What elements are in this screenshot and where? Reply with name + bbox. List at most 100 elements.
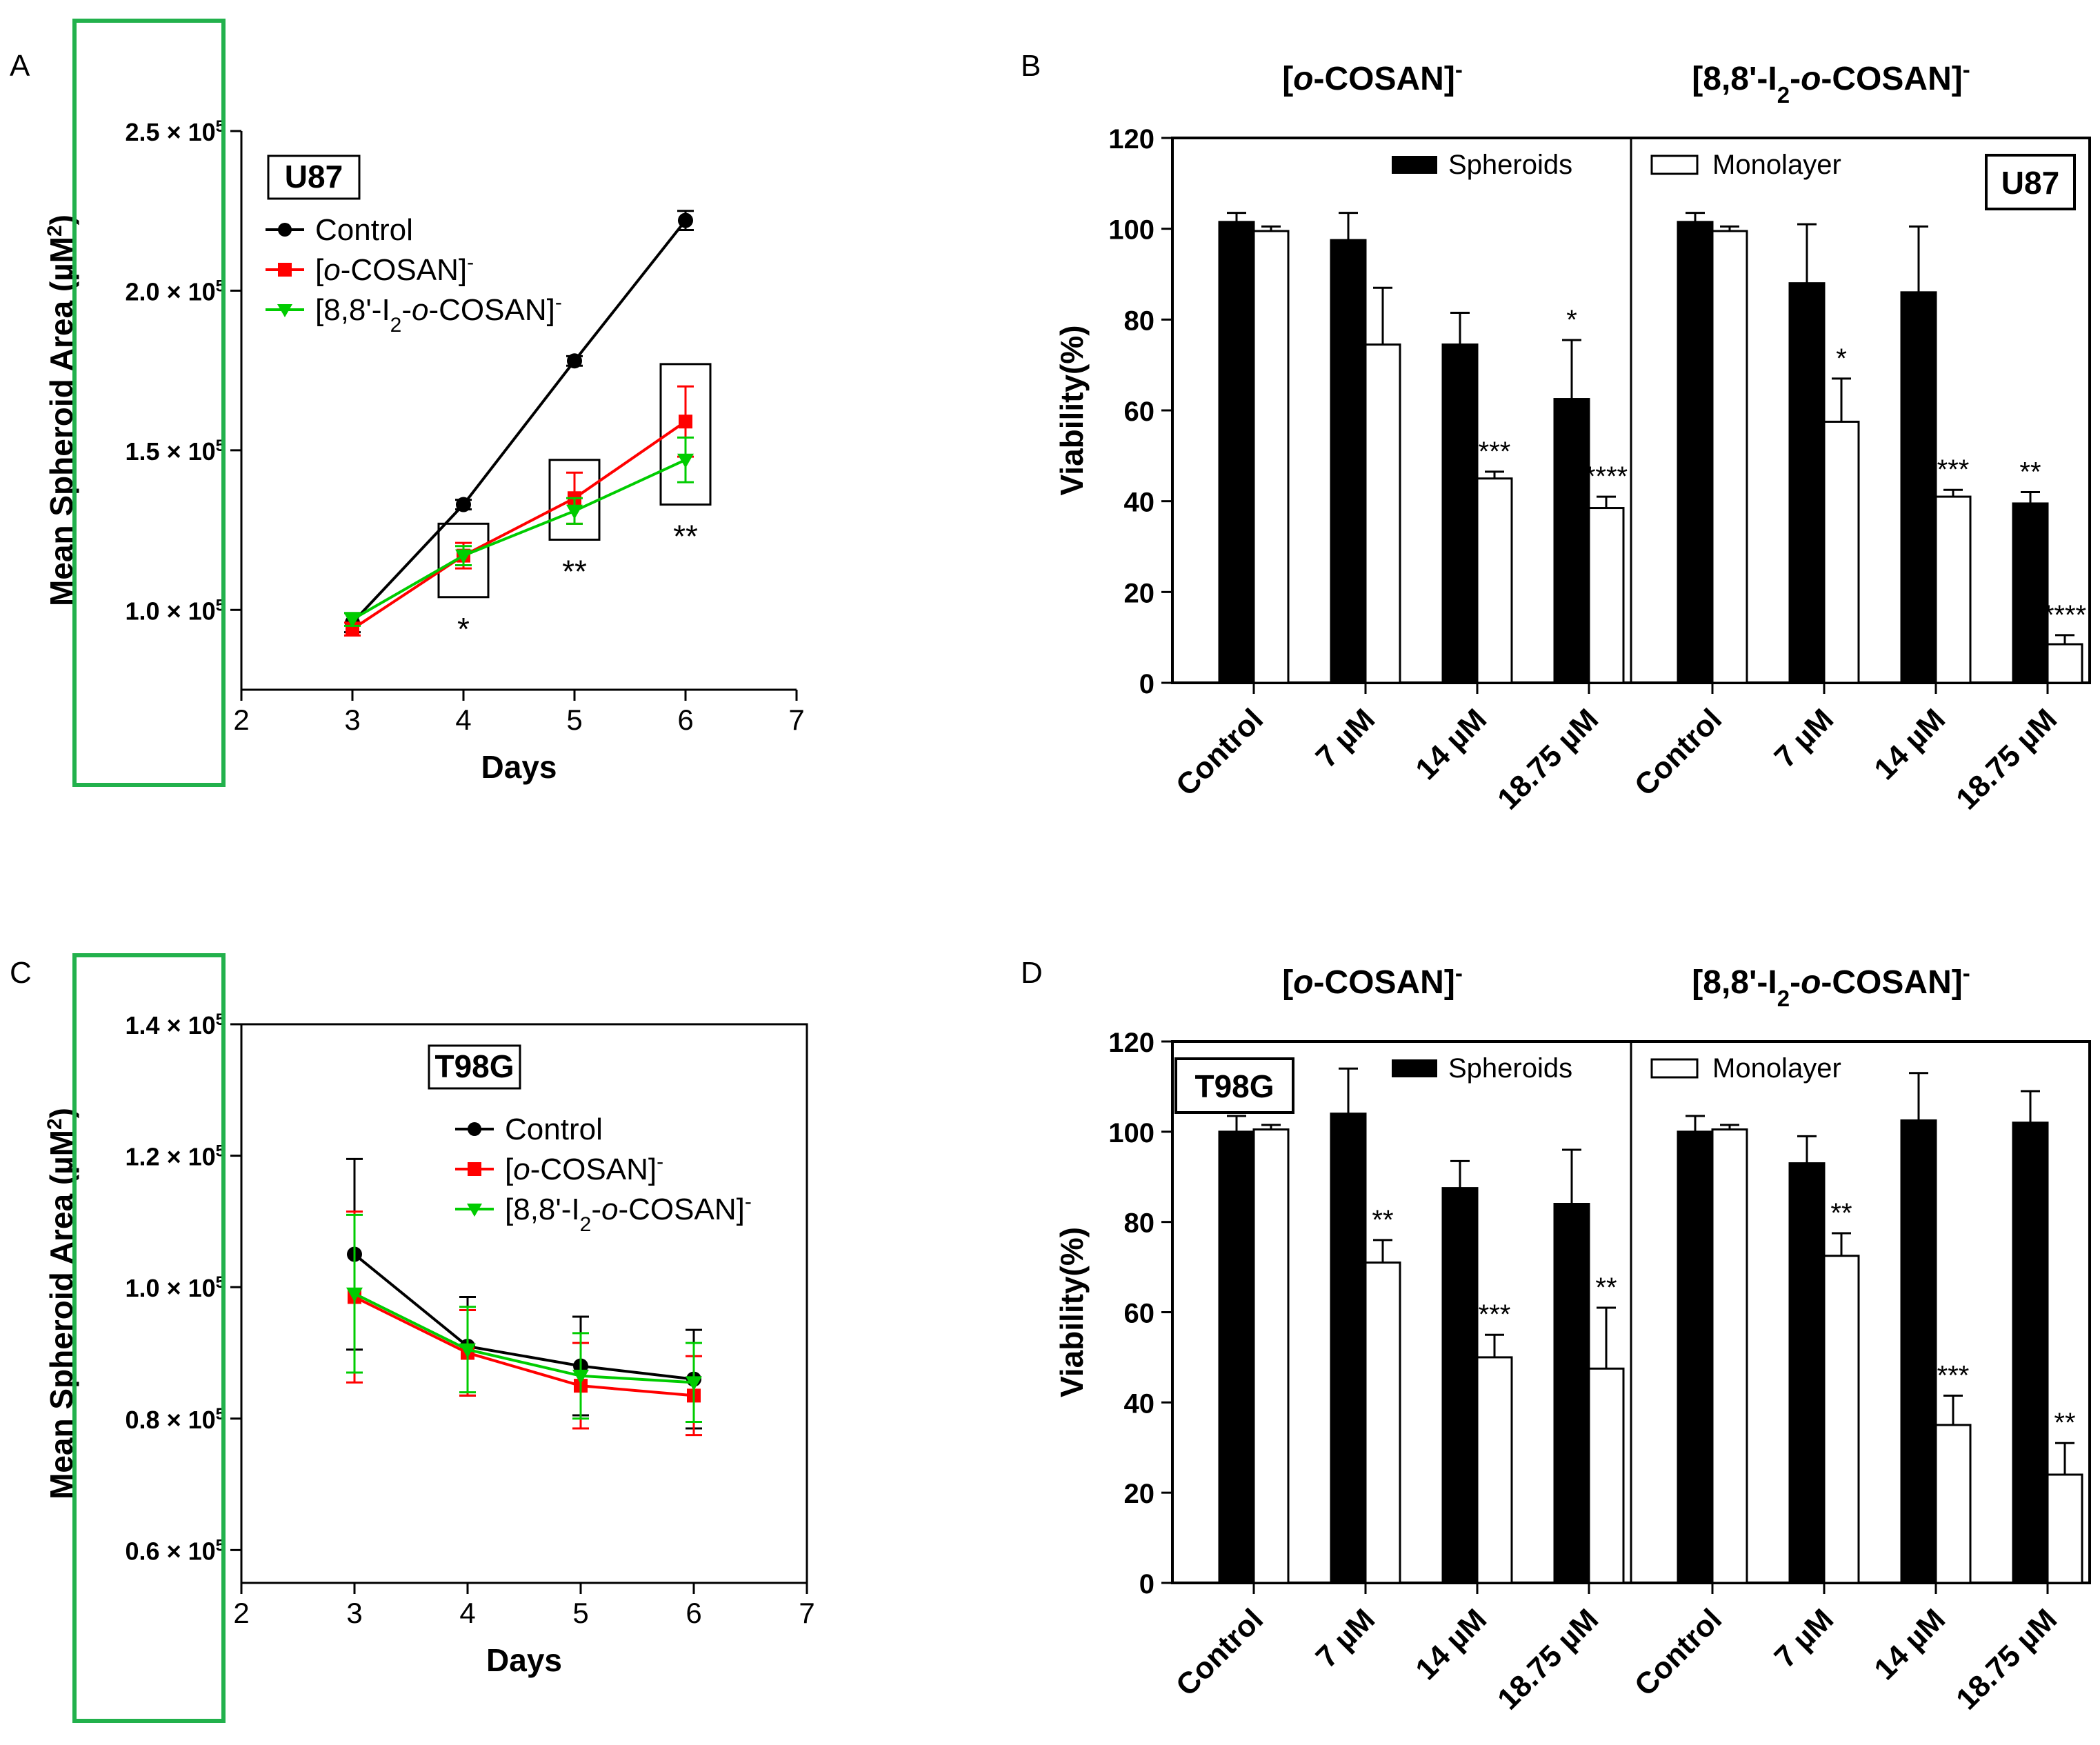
x-tick-label: 6 — [677, 704, 693, 736]
series-line-ocosan — [351, 420, 687, 630]
bar-monolayer — [1588, 1367, 1625, 1584]
x-tick-label: Control — [1170, 702, 1270, 802]
data-point-i2cosan — [346, 1287, 363, 1302]
legend-swatch-spheroids — [1392, 156, 1437, 174]
data-point-i2cosan — [459, 1343, 476, 1358]
x-tick-label: 7 µM — [1768, 702, 1840, 774]
x-tick-label: 14 µM — [1409, 702, 1493, 786]
bar-monolayer — [1823, 420, 1860, 684]
series-line-ocosan — [354, 1295, 694, 1397]
significance-box — [437, 522, 490, 599]
bar-spheroids — [2012, 1121, 2049, 1584]
significance-label: * — [1836, 343, 1847, 374]
bar-monolayer — [2046, 643, 2083, 684]
bar-monolayer — [1934, 495, 1972, 684]
bar-spheroids — [1218, 221, 1255, 684]
x-tick-label: 5 — [572, 1597, 588, 1629]
significance-label: *** — [1937, 1361, 1970, 1391]
panel-letter: B — [1021, 49, 1041, 83]
line-chart-u87: 2 3 4 5 6 7 1.0 × 105 1.5 × 105 2.0 × 105 2.5 × 1… — [43, 19, 805, 787]
y-tick-label: 0.6 × 105 — [126, 1536, 225, 1566]
y-tick-label: 60 — [1124, 397, 1155, 427]
legend-marker — [277, 304, 292, 317]
bar-spheroids — [1330, 1113, 1367, 1584]
series-line-i2cosan — [352, 458, 686, 621]
legend-label: Control — [505, 1113, 603, 1146]
legend-label: Spheroids — [1448, 1053, 1572, 1084]
legend-label: [8,8'-I2-o-COSAN]- — [505, 1190, 752, 1236]
bar-monolayer — [1934, 1424, 1972, 1584]
legend-swatch-spheroids — [1392, 1059, 1437, 1077]
significance-label: ** — [562, 553, 587, 589]
y-tick-label: 1.0 × 105 — [126, 596, 225, 626]
cell-line-box — [428, 1044, 521, 1090]
bar-monolayer — [1364, 1262, 1401, 1584]
data-point-i2cosan — [677, 453, 694, 468]
y-axis-title: Viability(%) — [1054, 325, 1090, 495]
data-point-i2cosan — [572, 1369, 589, 1384]
data-point-i2cosan — [344, 613, 361, 628]
x-axis-title: Days — [481, 749, 557, 785]
x-tick-label: Control — [1170, 1602, 1270, 1702]
y-tick-label: 100 — [1108, 1118, 1154, 1148]
significance-label: ** — [1595, 1273, 1617, 1303]
bar-monolayer — [1364, 343, 1401, 684]
x-axis-title: Days — [486, 1642, 562, 1678]
bar-spheroids — [1441, 1187, 1479, 1584]
x-tick-label: 14 µM — [1409, 1602, 1493, 1686]
legend-label: [o-COSAN]- — [505, 1150, 663, 1187]
x-tick-label: 14 µM — [1868, 1602, 1952, 1686]
y-tick-label: 1.4 × 105 — [126, 1010, 225, 1040]
significance-label: ** — [1372, 1205, 1393, 1235]
highlight-box — [72, 19, 226, 787]
data-point-control — [456, 497, 471, 512]
bar-monolayer — [1476, 1356, 1513, 1584]
x-tick-label: 4 — [459, 1597, 475, 1629]
group-title: [o-COSAN]- — [1282, 57, 1463, 98]
y-tick-label: 1.5 × 105 — [126, 436, 225, 466]
data-point-control — [678, 212, 693, 228]
cell-line-label: U87 — [2001, 165, 2059, 201]
series-line-control — [353, 1253, 694, 1381]
cell-line-label: T98G — [434, 1048, 514, 1084]
x-tick-label: 6 — [686, 1597, 701, 1629]
bar-spheroids — [1677, 221, 1714, 684]
significance-box — [659, 363, 712, 506]
cell-line-box — [267, 154, 361, 200]
x-tick-label: 7 µM — [1768, 1602, 1840, 1674]
legend-label: Control — [315, 213, 413, 247]
legend-label: [o-COSAN]- — [315, 251, 474, 288]
legend-marker — [467, 1204, 482, 1217]
y-tick-label: 20 — [1124, 1479, 1155, 1509]
x-tick-label: 14 µM — [1868, 702, 1952, 786]
cell-line-box — [1985, 154, 2076, 210]
significance-label: * — [1566, 305, 1577, 335]
x-tick-label: Control — [1628, 1602, 1728, 1702]
line-chart-t98g: 2 3 4 5 6 7 0.6 × 105 0.8 × 105 1.0 × 105 1.2 × 1… — [43, 953, 815, 1723]
plot-frame — [240, 1023, 808, 1584]
significance-label: ** — [1830, 1198, 1852, 1228]
y-tick-label: 0 — [1139, 1569, 1154, 1599]
x-tick-label: 3 — [344, 704, 360, 736]
y-tick-label: 60 — [1124, 1299, 1155, 1329]
bar-chart-t98g: 0 20 40 60 80 100 120 Viability(%) [o-COSAN]- Con… — [1054, 960, 2091, 1716]
data-point-control — [567, 353, 582, 369]
y-tick-label: 40 — [1124, 1388, 1155, 1419]
x-tick-label: 18.75 µM — [1491, 1602, 1605, 1716]
bar-spheroids — [1900, 291, 1937, 684]
highlight-box — [72, 953, 226, 1723]
bar-spheroids — [1553, 1203, 1590, 1584]
y-tick-label: 1.0 × 105 — [126, 1273, 225, 1303]
series-line-i2cosan — [354, 1292, 694, 1384]
bar-spheroids — [1900, 1119, 1937, 1584]
bar-spheroids — [1788, 282, 1826, 684]
significance-label: *** — [1937, 455, 1970, 485]
legend-label: Monolayer — [1712, 150, 1841, 180]
legend-marker — [468, 1122, 481, 1136]
y-tick-label: 120 — [1108, 1028, 1154, 1058]
legend-marker — [278, 223, 292, 237]
cell-line-label: T98G — [1194, 1068, 1274, 1104]
legend-marker — [468, 1162, 481, 1176]
bar-monolayer — [1823, 1255, 1860, 1584]
